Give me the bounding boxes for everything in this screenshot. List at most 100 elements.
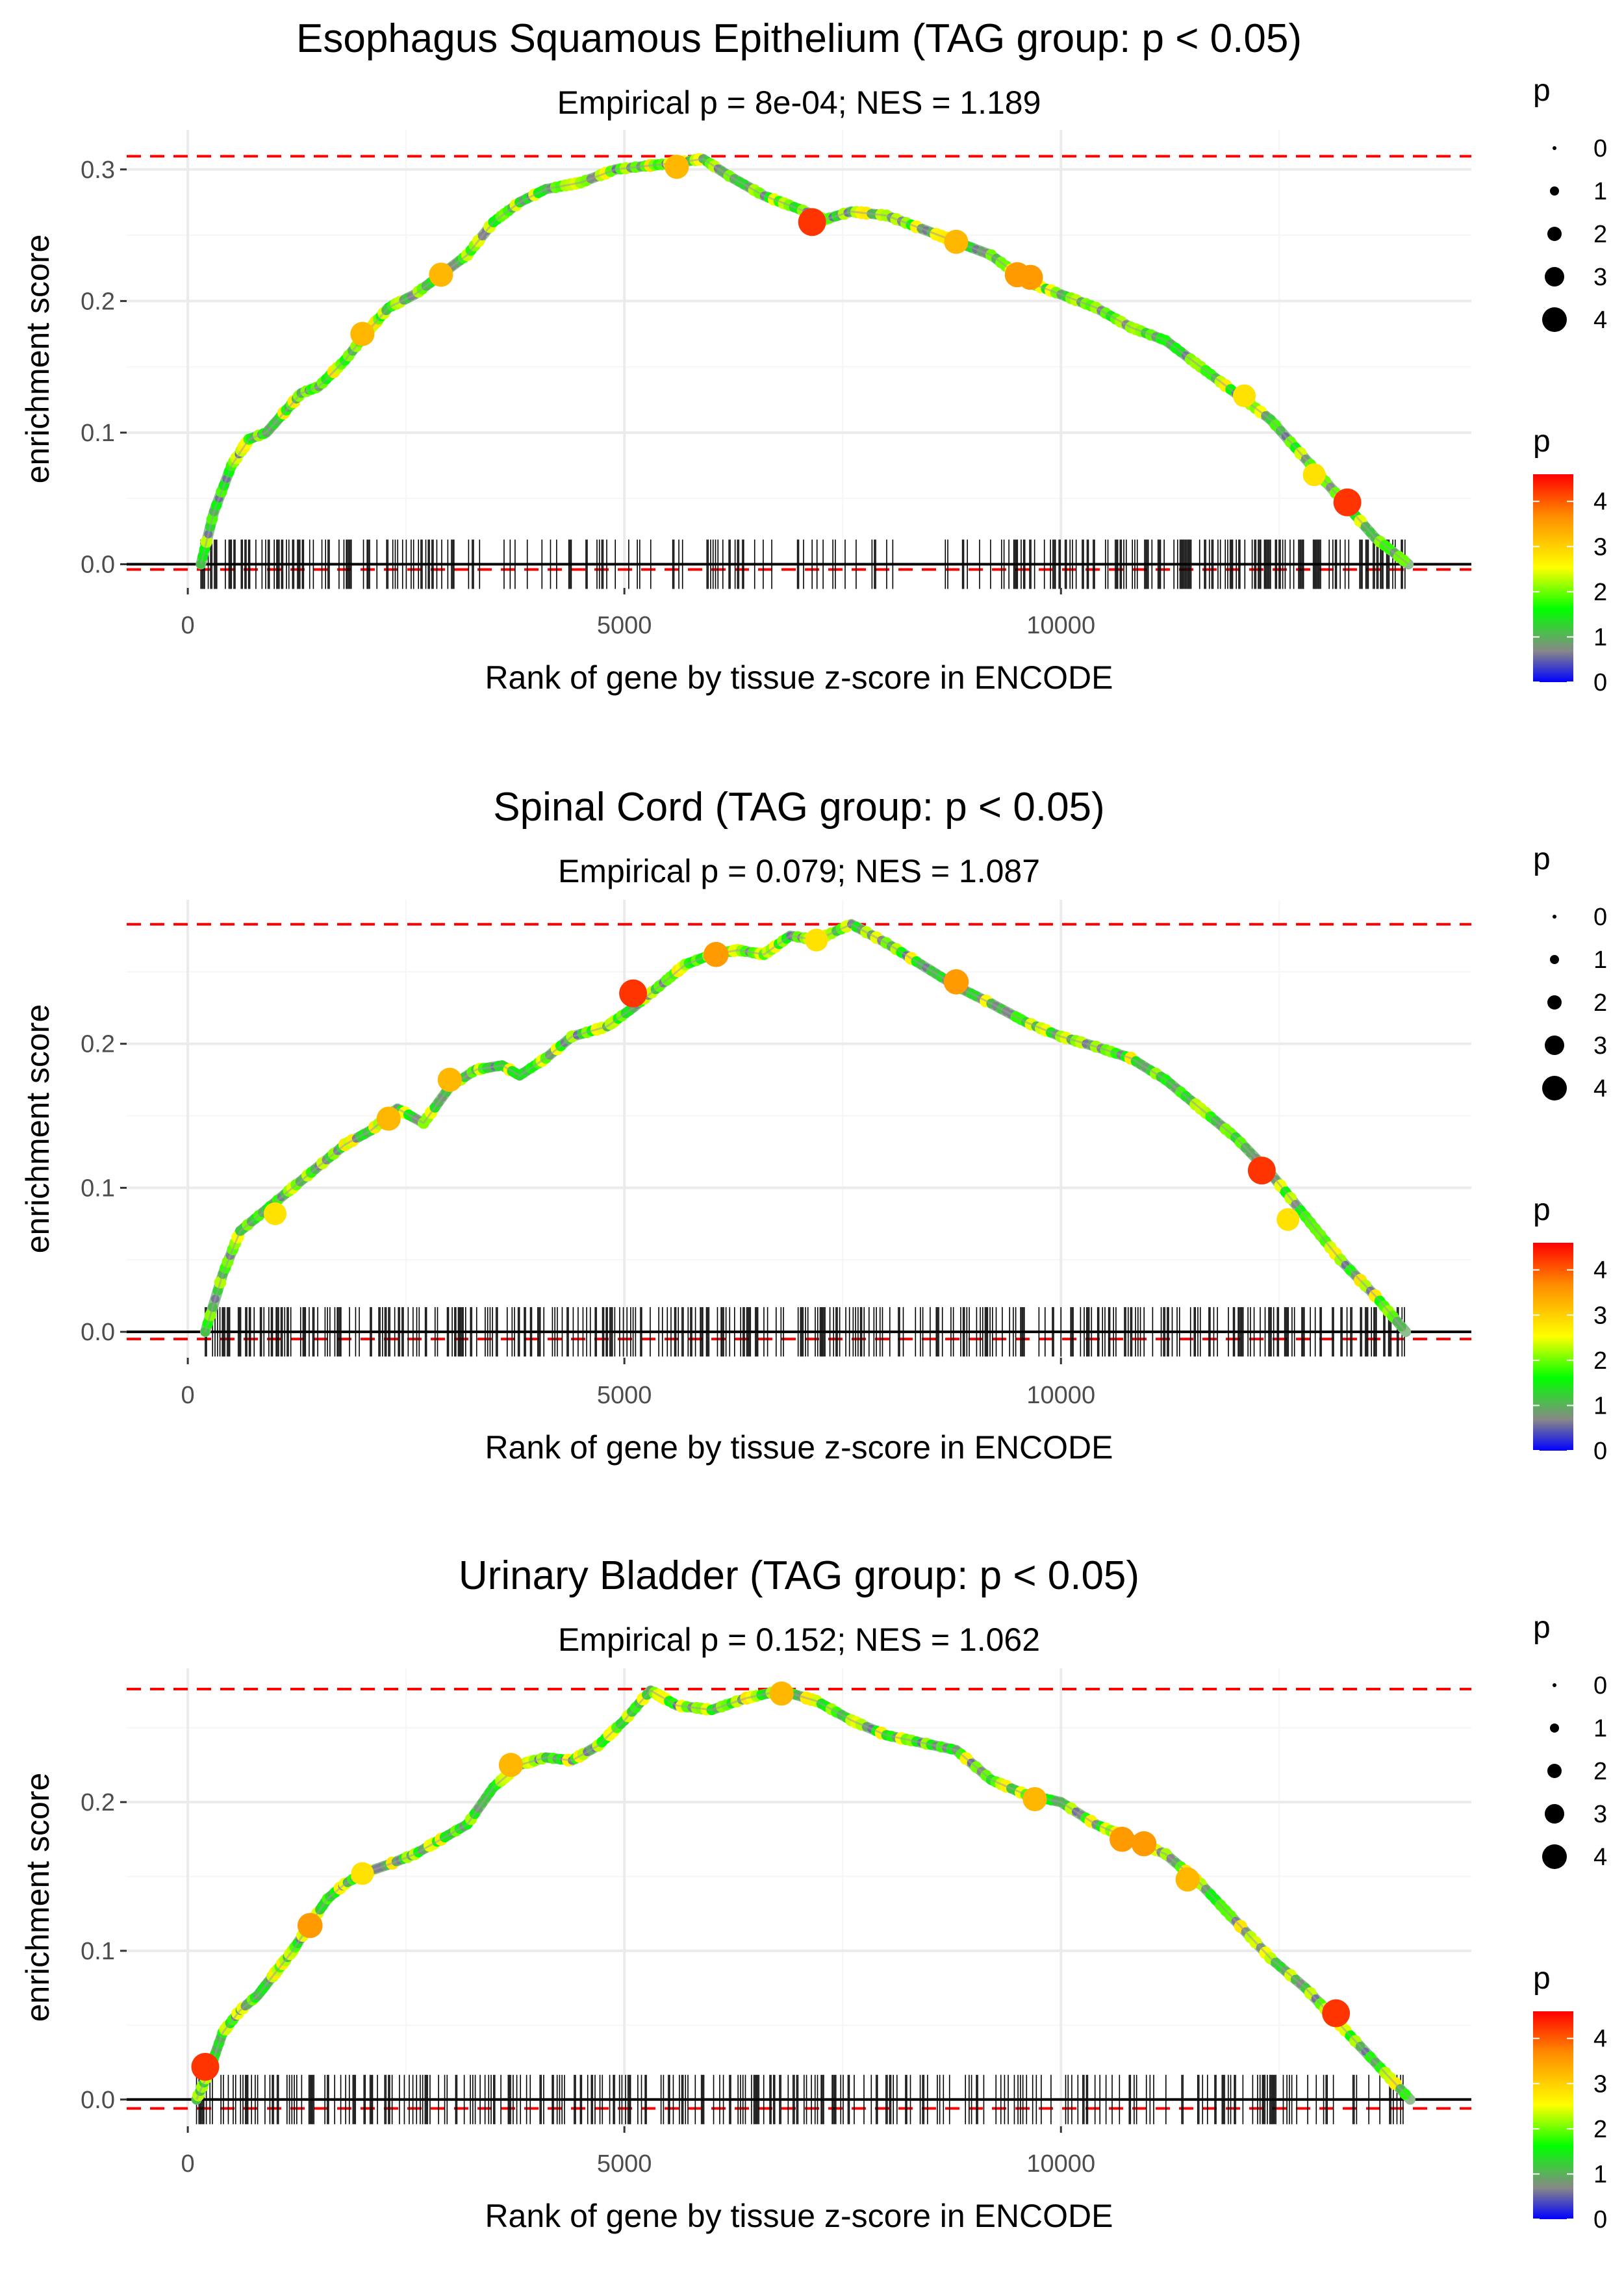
size-legend-title: p (1533, 73, 1551, 108)
y-tick-label: 0.2 (81, 1789, 115, 1816)
y-tick-label: 0.0 (81, 552, 115, 579)
x-tick-label: 10000 (1026, 2150, 1095, 2178)
panel-subtitle: Empirical p = 8e-04; NES = 1.189 (557, 84, 1041, 121)
color-legend-label: 4 (1593, 1257, 1607, 1284)
highlight-point (376, 1106, 401, 1131)
x-tick-label: 0 (181, 2150, 195, 2178)
highlight-point (429, 262, 453, 287)
highlight-point (1131, 1831, 1157, 1857)
size-legend-dot (1547, 227, 1562, 241)
size-legend-title: p (1533, 1610, 1551, 1645)
y-tick-label: 0.3 (81, 157, 115, 184)
panel-subtitle: Empirical p = 0.152; NES = 1.062 (558, 1622, 1040, 1658)
y-tick-label: 0.1 (81, 1175, 115, 1202)
grid (127, 130, 1471, 588)
y-tick-label: 0.0 (81, 2087, 115, 2114)
y-tick-label: 0.2 (81, 1031, 115, 1058)
color-legend-label: 0 (1593, 2206, 1607, 2233)
y-tick-label: 0.1 (81, 1938, 115, 1965)
size-legend-dot (1550, 1724, 1559, 1733)
size-legend-label: 2 (1593, 989, 1607, 1017)
highlight-point (1022, 1787, 1047, 1812)
panel-title: Esophagus Squamous Epithelium (TAG group… (296, 16, 1302, 61)
highlight-point (805, 928, 828, 952)
enrichment-curve (196, 1689, 1411, 2100)
color-legend-label: 0 (1593, 669, 1607, 696)
size-legend-label: 3 (1593, 1801, 1607, 1828)
size-legend-dot (1550, 955, 1559, 964)
x-tick-label: 0 (181, 612, 195, 639)
enrichment-curve-band (191, 1685, 1415, 2105)
size-legend-label: 1 (1593, 178, 1607, 205)
size-legend-label: 4 (1593, 307, 1607, 334)
size-legend-dot (1547, 995, 1562, 1010)
size-legend-label: 0 (1593, 135, 1607, 162)
size-legend-label: 2 (1593, 1758, 1607, 1785)
size-legend-dot (1547, 1764, 1562, 1778)
size-legend-label: 3 (1593, 264, 1607, 291)
color-legend-label: 4 (1593, 489, 1607, 516)
panel-subtitle: Empirical p = 0.079; NES = 1.087 (558, 853, 1040, 889)
legend: p 0 1 2 3 4 p 4 3 2 1 0 (1533, 1610, 1607, 2233)
color-legend-label: 2 (1593, 579, 1607, 606)
grid (127, 900, 1471, 1358)
size-legend-label: 0 (1593, 1672, 1607, 1699)
highlight-point (498, 1753, 524, 1777)
size-legend-dot (1550, 186, 1559, 196)
panel-title: Urinary Bladder (TAG group: p < 0.05) (459, 1553, 1139, 1598)
highlight-point (943, 969, 969, 995)
size-legend-label: 0 (1593, 904, 1607, 931)
highlight-point (437, 1067, 462, 1092)
y-tick-label: 0.0 (81, 1319, 115, 1346)
x-tick-label: 5000 (597, 612, 652, 639)
highlight-point (798, 208, 826, 236)
highlight-point (350, 322, 375, 346)
size-legend-label: 2 (1593, 221, 1607, 248)
y-axis-title: enrichment score (19, 235, 56, 484)
color-legend-title: p (1533, 424, 1551, 459)
color-legend-label: 3 (1593, 533, 1607, 561)
highlight-point (703, 941, 729, 967)
legend: p 0 1 2 3 4 p 4 3 2 1 0 (1533, 73, 1607, 696)
size-legend-dot (1545, 267, 1564, 286)
highlight-point (297, 1913, 323, 1939)
y-tick-label: 0.2 (81, 288, 115, 315)
highlight-point (263, 1202, 287, 1225)
size-legend-dot (1542, 1076, 1567, 1100)
highlight-point (351, 1862, 374, 1885)
x-axis-title: Rank of gene by tissue z-score in ENCODE (485, 1429, 1113, 1466)
size-legend-dot (1553, 146, 1556, 150)
size-legend-label: 3 (1593, 1032, 1607, 1060)
color-legend-title: p (1533, 1193, 1551, 1227)
gsea-panel: Esophagus Squamous Epithelium (TAG group… (19, 16, 1607, 696)
x-tick-label: 10000 (1026, 1382, 1095, 1409)
size-legend-dot (1553, 915, 1556, 919)
size-legend-dot (1545, 1036, 1564, 1055)
size-legend-label: 1 (1593, 1715, 1607, 1742)
size-legend-label: 4 (1593, 1075, 1607, 1102)
x-axis-title: Rank of gene by tissue z-score in ENCODE (485, 659, 1113, 696)
highlight-point (191, 2052, 220, 2081)
color-legend-label: 3 (1593, 2070, 1607, 2098)
size-legend-dot (1545, 1804, 1564, 1824)
color-legend-label: 4 (1593, 2026, 1607, 2053)
gsea-panel: Urinary Bladder (TAG group: p < 0.05) Emp… (19, 1553, 1607, 2234)
x-tick-label: 10000 (1026, 612, 1095, 639)
x-tick-label: 5000 (597, 2150, 652, 2178)
highlight-point (1110, 1826, 1135, 1852)
x-tick-label: 5000 (597, 1382, 652, 1409)
y-tick-label: 0.1 (81, 420, 115, 447)
highlight-point (1017, 264, 1043, 290)
x-tick-label: 0 (181, 1382, 195, 1409)
color-legend-label: 2 (1593, 1347, 1607, 1375)
highlight-point (1232, 384, 1256, 407)
color-legend-label: 1 (1593, 2161, 1607, 2188)
highlight-point (1302, 463, 1326, 487)
y-axis-title: enrichment score (19, 1004, 56, 1254)
color-legend-bar (1533, 474, 1573, 682)
size-legend-title: p (1533, 842, 1551, 876)
highlight-point (1247, 1156, 1276, 1185)
color-legend-title: p (1533, 1961, 1551, 1996)
